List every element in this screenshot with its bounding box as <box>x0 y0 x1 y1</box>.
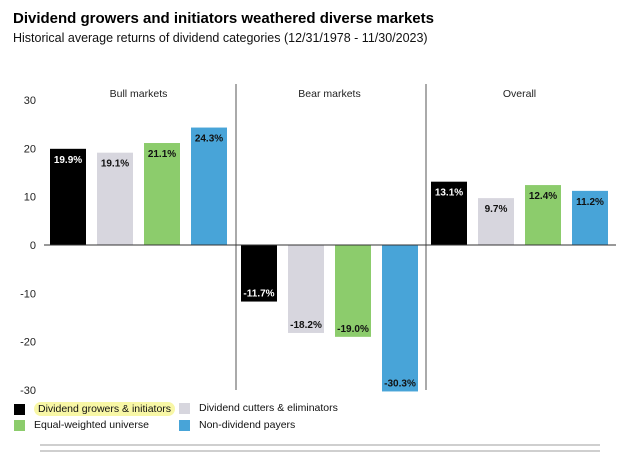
legend-item-growers: Dividend growers & initiators <box>14 402 176 416</box>
data-label: 19.9% <box>54 155 82 166</box>
legend-swatch-cutters <box>179 402 190 414</box>
data-label: 24.3% <box>195 134 223 145</box>
legend-label-cutters: Dividend cutters & eliminators <box>199 402 338 414</box>
data-label: 19.1% <box>101 159 129 170</box>
bar <box>478 198 514 245</box>
legend-label-growers: Dividend growers & initiators <box>34 402 176 416</box>
data-label: 12.4% <box>529 191 557 202</box>
data-label: -18.2% <box>290 320 322 331</box>
data-label: 13.1% <box>435 188 463 199</box>
bar <box>97 152 133 245</box>
legend-swatch-growers <box>14 403 25 415</box>
bar <box>572 190 608 245</box>
bar <box>288 245 324 333</box>
chart-subtitle: Historical average returns of dividend c… <box>13 31 428 45</box>
legend-item-cutters: Dividend cutters & eliminators <box>179 402 338 414</box>
y-tick-label: -30 <box>20 385 36 397</box>
footnote-faded <box>40 440 600 453</box>
legend-swatch-non-dividend <box>179 419 190 431</box>
y-tick-label: 10 <box>24 192 36 204</box>
y-tick-label: 20 <box>24 143 36 155</box>
legend-item-non-dividend: Non-dividend payers <box>179 419 295 431</box>
legend-swatch-equal-weighted <box>14 419 25 431</box>
legend-label-equal-weighted: Equal-weighted universe <box>34 419 149 431</box>
y-tick-label: -20 <box>20 337 36 349</box>
data-label: -19.0% <box>337 324 369 335</box>
y-tick-label: 0 <box>30 240 36 252</box>
bar <box>431 181 467 245</box>
data-label: -11.7% <box>243 289 274 300</box>
legend-item-equal-weighted: Equal-weighted universe <box>14 419 149 431</box>
data-label: 21.1% <box>148 149 176 160</box>
category-label: Bear markets <box>298 88 360 100</box>
chart-title: Dividend growers and initiators weathere… <box>13 10 434 27</box>
bar <box>335 245 371 337</box>
bar <box>525 185 561 245</box>
category-label: Bull markets <box>110 88 168 100</box>
bar <box>50 148 86 245</box>
y-tick-label: -10 <box>20 288 36 300</box>
legend: Dividend growers & initiators Dividend c… <box>14 402 454 438</box>
y-tick-label: 30 <box>24 95 36 107</box>
bar <box>382 245 418 392</box>
data-label: 11.2% <box>576 197 604 208</box>
category-label: Overall <box>503 88 536 100</box>
bar <box>144 143 180 245</box>
bar <box>191 127 227 245</box>
data-label: -30.3% <box>384 378 416 389</box>
data-label: 9.7% <box>485 204 508 215</box>
legend-label-non-dividend: Non-dividend payers <box>199 419 296 431</box>
bar <box>241 245 277 302</box>
